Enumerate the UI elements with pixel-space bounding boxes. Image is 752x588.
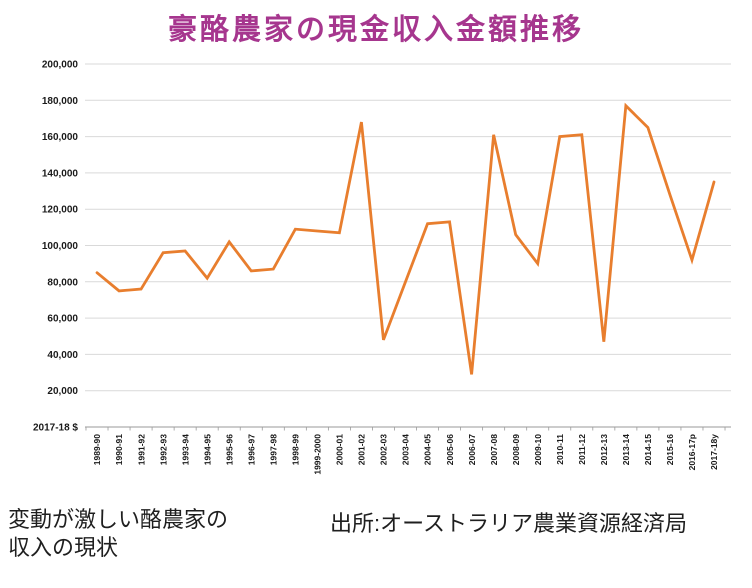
- x-axis-label: 2015-16: [665, 434, 675, 465]
- y-axis-label: 160,000: [42, 132, 79, 143]
- x-axis-label: 2007-08: [489, 434, 499, 465]
- x-axis-label: 2004-05: [423, 434, 433, 465]
- y-axis-label: 60,000: [47, 314, 78, 325]
- x-axis-label: 2012-13: [599, 434, 609, 465]
- x-axis-label: 2001-02: [357, 434, 367, 465]
- x-axis-label: 2017-18y: [709, 434, 719, 470]
- x-axis-label: 2003-04: [401, 434, 411, 465]
- income-line-chart: 20,000 40,000 60,000 80,000 100,000 120,000 14…: [33, 60, 731, 475]
- x-axis-label: 2008-09: [511, 434, 521, 465]
- x-axis-label: 1993-94: [180, 434, 190, 465]
- income-line-series: [95, 102, 716, 375]
- caption-line-1: 変動が激しい酪農家の: [8, 507, 229, 532]
- x-axis-label: 1989-90: [92, 434, 102, 465]
- y-axis-label: 180,000: [42, 96, 79, 107]
- x-axis-label: 2002-03: [379, 434, 389, 465]
- y-axis-label: 140,000: [42, 168, 79, 179]
- x-axis-label: 2006-07: [467, 434, 477, 465]
- x-axis-label: 1997-98: [268, 434, 278, 465]
- y-axis-label: 200,000: [42, 60, 79, 71]
- x-axis-label: 1991-92: [136, 434, 146, 465]
- x-axis-label: 1999-2000: [313, 434, 323, 475]
- y-axis-label: 100,000: [42, 241, 79, 252]
- x-axis-label: 2011-12: [577, 434, 587, 465]
- x-axis-label: 1998-99: [291, 434, 301, 465]
- x-axis-label: 1992-93: [158, 434, 168, 465]
- caption: 変動が激しい酪農家の 収入の現状: [8, 506, 228, 562]
- page-title: 豪酪農家の現金収入金額推移: [167, 14, 584, 46]
- x-axis-label: 2000-01: [335, 434, 345, 465]
- x-axis-label: 2016-17p: [687, 434, 697, 470]
- x-axis-label: 1996-97: [246, 434, 256, 465]
- y-axis-label: 40,000: [47, 350, 78, 361]
- x-axis-label: 2010-11: [555, 434, 565, 465]
- x-axis-label: 2009-10: [533, 434, 543, 465]
- x-axis-label: 2005-06: [445, 434, 455, 465]
- y-axis-unit-label: 2017-18 $: [33, 423, 78, 434]
- x-axis-label: 2013-14: [621, 434, 631, 465]
- y-axis-label: 20,000: [47, 386, 78, 397]
- source-text: 出所:オーストラリア農業資源経済局: [330, 511, 688, 536]
- x-axis-label: 2014-15: [643, 434, 653, 465]
- y-axis-label: 120,000: [42, 205, 79, 216]
- x-axis-label: 1994-95: [202, 434, 212, 465]
- x-axis-label: 1990-91: [114, 434, 124, 465]
- x-axis-label: 1995-96: [224, 434, 234, 465]
- caption-line-2: 収入の現状: [8, 535, 119, 560]
- y-axis-label: 80,000: [47, 277, 78, 288]
